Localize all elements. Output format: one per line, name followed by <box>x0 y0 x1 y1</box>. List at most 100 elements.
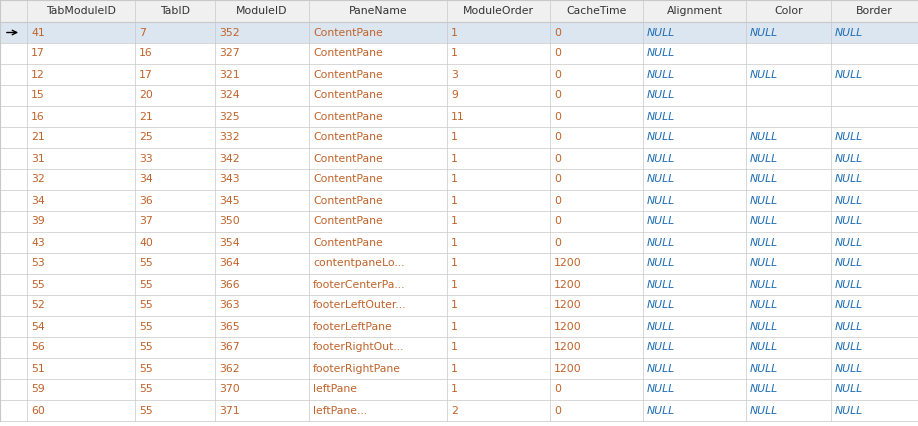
Text: ContentPane: ContentPane <box>313 216 383 227</box>
Text: footerRightOut...: footerRightOut... <box>313 343 405 352</box>
Text: 371: 371 <box>219 406 240 415</box>
Text: 1200: 1200 <box>554 259 582 268</box>
Bar <box>0 43 918 64</box>
Text: NULL: NULL <box>750 238 778 248</box>
Text: 343: 343 <box>219 175 240 184</box>
Text: 1: 1 <box>451 322 458 331</box>
Text: footerLeftOuter...: footerLeftOuter... <box>313 300 407 311</box>
Text: NULL: NULL <box>750 343 778 352</box>
Text: contentpaneLo...: contentpaneLo... <box>313 259 405 268</box>
Text: 1: 1 <box>451 343 458 352</box>
Text: 34: 34 <box>31 196 45 205</box>
Text: NULL: NULL <box>750 69 778 80</box>
Text: 60: 60 <box>31 406 45 415</box>
Text: 0: 0 <box>554 196 561 205</box>
Text: ModuleOrder: ModuleOrder <box>463 6 534 16</box>
Text: 1: 1 <box>451 132 458 143</box>
Text: 1: 1 <box>451 49 458 58</box>
Text: 370: 370 <box>219 385 240 394</box>
Text: 352: 352 <box>219 28 240 37</box>
Bar <box>0 169 918 190</box>
Text: NULL: NULL <box>750 175 778 184</box>
Text: 53: 53 <box>31 259 45 268</box>
Bar <box>0 274 918 295</box>
Text: NULL: NULL <box>647 153 675 164</box>
Text: NULL: NULL <box>750 300 778 311</box>
Text: NULL: NULL <box>750 385 778 394</box>
Text: ModuleID: ModuleID <box>236 6 287 16</box>
Text: NULL: NULL <box>835 363 863 374</box>
Text: 1200: 1200 <box>554 279 582 290</box>
Text: NULL: NULL <box>835 322 863 331</box>
Text: 16: 16 <box>139 49 152 58</box>
Text: NULL: NULL <box>647 90 675 101</box>
Text: NULL: NULL <box>750 216 778 227</box>
Text: 43: 43 <box>31 238 45 248</box>
Text: NULL: NULL <box>835 238 863 248</box>
Text: NULL: NULL <box>750 259 778 268</box>
Text: 1: 1 <box>451 385 458 394</box>
Text: 55: 55 <box>139 363 152 374</box>
Text: NULL: NULL <box>835 406 863 415</box>
Bar <box>0 64 918 85</box>
Text: NULL: NULL <box>835 153 863 164</box>
Text: 55: 55 <box>139 343 152 352</box>
Text: 332: 332 <box>219 132 240 143</box>
Text: 41: 41 <box>31 28 45 37</box>
Bar <box>0 85 918 106</box>
Text: 52: 52 <box>31 300 45 311</box>
Text: Alignment: Alignment <box>666 6 722 16</box>
Text: 55: 55 <box>139 259 152 268</box>
Text: 1: 1 <box>451 175 458 184</box>
Text: NULL: NULL <box>647 385 675 394</box>
Bar <box>0 253 918 274</box>
Text: NULL: NULL <box>647 175 675 184</box>
Text: 0: 0 <box>554 153 561 164</box>
Text: 55: 55 <box>139 300 152 311</box>
Text: 39: 39 <box>31 216 45 227</box>
Text: NULL: NULL <box>835 385 863 394</box>
Text: ContentPane: ContentPane <box>313 28 383 37</box>
Text: 37: 37 <box>139 216 152 227</box>
Text: footerRightPane: footerRightPane <box>313 363 401 374</box>
Text: 327: 327 <box>219 49 240 58</box>
Text: 0: 0 <box>554 175 561 184</box>
Text: NULL: NULL <box>835 28 863 37</box>
Text: 17: 17 <box>31 49 45 58</box>
Text: 55: 55 <box>139 322 152 331</box>
Text: 354: 354 <box>219 238 240 248</box>
Text: 1: 1 <box>451 196 458 205</box>
Text: 1200: 1200 <box>554 343 582 352</box>
Text: NULL: NULL <box>647 406 675 415</box>
Text: 40: 40 <box>139 238 153 248</box>
Text: NULL: NULL <box>750 279 778 290</box>
Text: ContentPane: ContentPane <box>313 69 383 80</box>
Text: 51: 51 <box>31 363 45 374</box>
Text: 3: 3 <box>451 69 458 80</box>
Bar <box>0 400 918 421</box>
Text: 56: 56 <box>31 343 45 352</box>
Text: 0: 0 <box>554 112 561 121</box>
Text: CacheTime: CacheTime <box>566 6 627 16</box>
Text: TabModuleID: TabModuleID <box>46 6 116 16</box>
Text: 1: 1 <box>451 259 458 268</box>
Text: 55: 55 <box>139 385 152 394</box>
Text: NULL: NULL <box>647 300 675 311</box>
Text: 54: 54 <box>31 322 45 331</box>
Text: 11: 11 <box>451 112 465 121</box>
Bar <box>0 337 918 358</box>
Text: 1: 1 <box>451 153 458 164</box>
Bar <box>0 0 918 22</box>
Text: NULL: NULL <box>647 259 675 268</box>
Text: 15: 15 <box>31 90 45 101</box>
Text: Color: Color <box>774 6 803 16</box>
Text: 1200: 1200 <box>554 322 582 331</box>
Text: 367: 367 <box>219 343 240 352</box>
Text: ContentPane: ContentPane <box>313 153 383 164</box>
Text: 55: 55 <box>139 406 152 415</box>
Text: 365: 365 <box>219 322 240 331</box>
Text: 342: 342 <box>219 153 240 164</box>
Text: 364: 364 <box>219 259 240 268</box>
Bar <box>0 127 918 148</box>
Text: 1200: 1200 <box>554 300 582 311</box>
